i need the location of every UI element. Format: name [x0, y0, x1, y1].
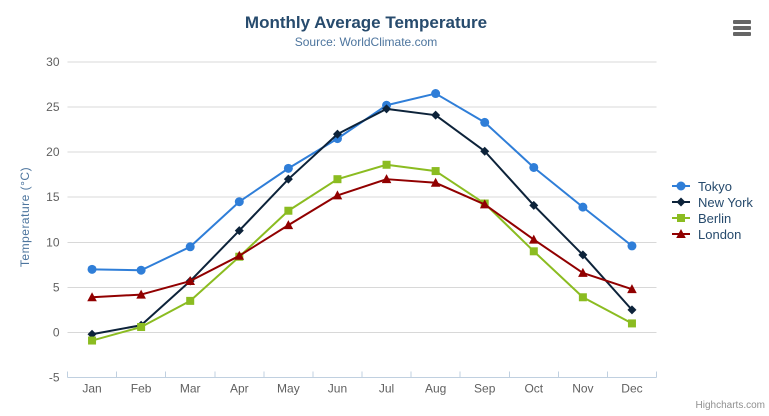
svg-text:Jan: Jan	[82, 382, 101, 396]
svg-text:Mar: Mar	[180, 382, 201, 396]
data-point-london-dec[interactable]	[627, 284, 637, 294]
series-new-york[interactable]	[87, 104, 637, 339]
data-point-berlin-may[interactable]	[284, 206, 293, 215]
data-point-berlin-dec[interactable]	[627, 319, 636, 328]
data-point-berlin-jan[interactable]	[88, 336, 97, 345]
series-tokyo[interactable]	[87, 89, 637, 275]
data-point-london-may[interactable]	[283, 220, 294, 230]
context-menu-button[interactable]	[728, 15, 756, 41]
svg-text:Jul: Jul	[379, 382, 394, 396]
data-point-tokyo-may[interactable]	[283, 163, 293, 173]
data-point-london-aug[interactable]	[430, 177, 441, 187]
data-point-tokyo-nov[interactable]	[578, 202, 588, 212]
data-point-london-feb[interactable]	[136, 289, 146, 299]
data-point-tokyo-jan[interactable]	[87, 264, 97, 274]
svg-text:Nov: Nov	[572, 382, 593, 396]
data-point-london-jun[interactable]	[332, 190, 343, 200]
data-point-new-york-sep[interactable]	[480, 146, 490, 156]
svg-text:Sep: Sep	[474, 382, 496, 396]
credits-link[interactable]: Highcharts.com	[695, 400, 765, 411]
y-axis-title: Temperature (°C)	[18, 166, 32, 268]
legend-label-tokyo: Tokyo	[698, 178, 732, 194]
data-point-london-apr[interactable]	[234, 250, 245, 260]
data-point-london-jul[interactable]	[381, 174, 392, 184]
chart-subtitle: Source: WorldClimate.com	[294, 35, 438, 49]
data-point-tokyo-aug[interactable]	[431, 89, 441, 99]
data-point-new-york-may[interactable]	[283, 174, 293, 184]
svg-text:Dec: Dec	[621, 382, 642, 396]
data-point-london-mar[interactable]	[185, 276, 196, 286]
data-point-berlin-mar[interactable]	[186, 296, 195, 305]
data-point-new-york-oct[interactable]	[529, 200, 539, 210]
data-point-berlin-feb[interactable]	[137, 323, 146, 332]
svg-text:Feb: Feb	[131, 382, 152, 396]
svg-text:Aug: Aug	[425, 382, 446, 396]
svg-text:Jun: Jun	[328, 382, 347, 396]
london-triangle-marker-icon	[672, 229, 690, 238]
tokyo-circle-marker-icon	[672, 181, 690, 191]
legend-item-berlin[interactable]: Berlin	[671, 210, 753, 226]
chart-title: Monthly Average Temperature	[244, 13, 488, 32]
data-point-london-nov[interactable]	[578, 267, 588, 277]
svg-text:20: 20	[46, 145, 60, 159]
berlin-square-marker-icon	[672, 214, 690, 222]
data-point-berlin-aug[interactable]	[431, 167, 440, 176]
data-point-berlin-jul[interactable]	[382, 160, 391, 169]
svg-text:25: 25	[46, 100, 60, 114]
data-point-london-oct[interactable]	[528, 234, 539, 244]
series-london[interactable]	[87, 174, 637, 302]
svg-text:30: 30	[46, 55, 60, 69]
data-point-new-york-nov[interactable]	[578, 250, 588, 260]
legend-item-new-york[interactable]: New York	[671, 194, 753, 210]
legend-item-tokyo[interactable]: Tokyo	[671, 178, 753, 194]
svg-text:-5: -5	[49, 371, 60, 385]
data-point-tokyo-oct[interactable]	[529, 162, 539, 172]
svg-text:Apr: Apr	[230, 382, 249, 396]
data-point-tokyo-feb[interactable]	[136, 265, 146, 275]
data-point-berlin-jun[interactable]	[333, 175, 342, 184]
legend-label-berlin: Berlin	[698, 210, 732, 226]
data-point-berlin-nov[interactable]	[578, 293, 587, 302]
svg-text:10: 10	[46, 235, 60, 249]
data-point-new-york-jul[interactable]	[382, 104, 392, 114]
grid-lines	[67, 61, 657, 378]
data-point-tokyo-mar[interactable]	[185, 242, 195, 252]
legend-label-new-york: New York	[698, 194, 753, 210]
data-point-new-york-aug[interactable]	[431, 110, 441, 120]
y-axis-labels: -5 0 5 10 15 20 25 30	[46, 55, 60, 385]
svg-text:5: 5	[53, 280, 60, 294]
legend-item-london[interactable]: London	[671, 226, 753, 242]
data-point-london-sep[interactable]	[479, 199, 490, 209]
data-point-tokyo-dec[interactable]	[627, 241, 637, 251]
data-point-new-york-apr[interactable]	[234, 226, 244, 236]
legend-label-london: London	[698, 226, 742, 242]
data-point-berlin-oct[interactable]	[529, 247, 538, 256]
data-point-tokyo-apr[interactable]	[234, 197, 244, 207]
svg-text:0: 0	[53, 325, 60, 339]
x-axis-labels: Jan Feb Mar Apr May Jun Jul Aug Sep Oct Nov Dec	[82, 382, 642, 396]
data-point-new-york-dec[interactable]	[627, 305, 637, 315]
data-point-tokyo-sep[interactable]	[480, 117, 490, 127]
svg-text:Oct: Oct	[524, 382, 543, 396]
legend: Tokyo New York Berlin London	[671, 178, 753, 242]
data-point-new-york-jun[interactable]	[332, 129, 342, 139]
data-point-new-york-jan[interactable]	[87, 329, 97, 339]
svg-text:15: 15	[46, 190, 60, 204]
x-axis	[67, 371, 657, 378]
new-york-diamond-marker-icon	[672, 197, 690, 207]
data-point-london-jan[interactable]	[87, 292, 97, 302]
svg-text:May: May	[277, 382, 300, 396]
